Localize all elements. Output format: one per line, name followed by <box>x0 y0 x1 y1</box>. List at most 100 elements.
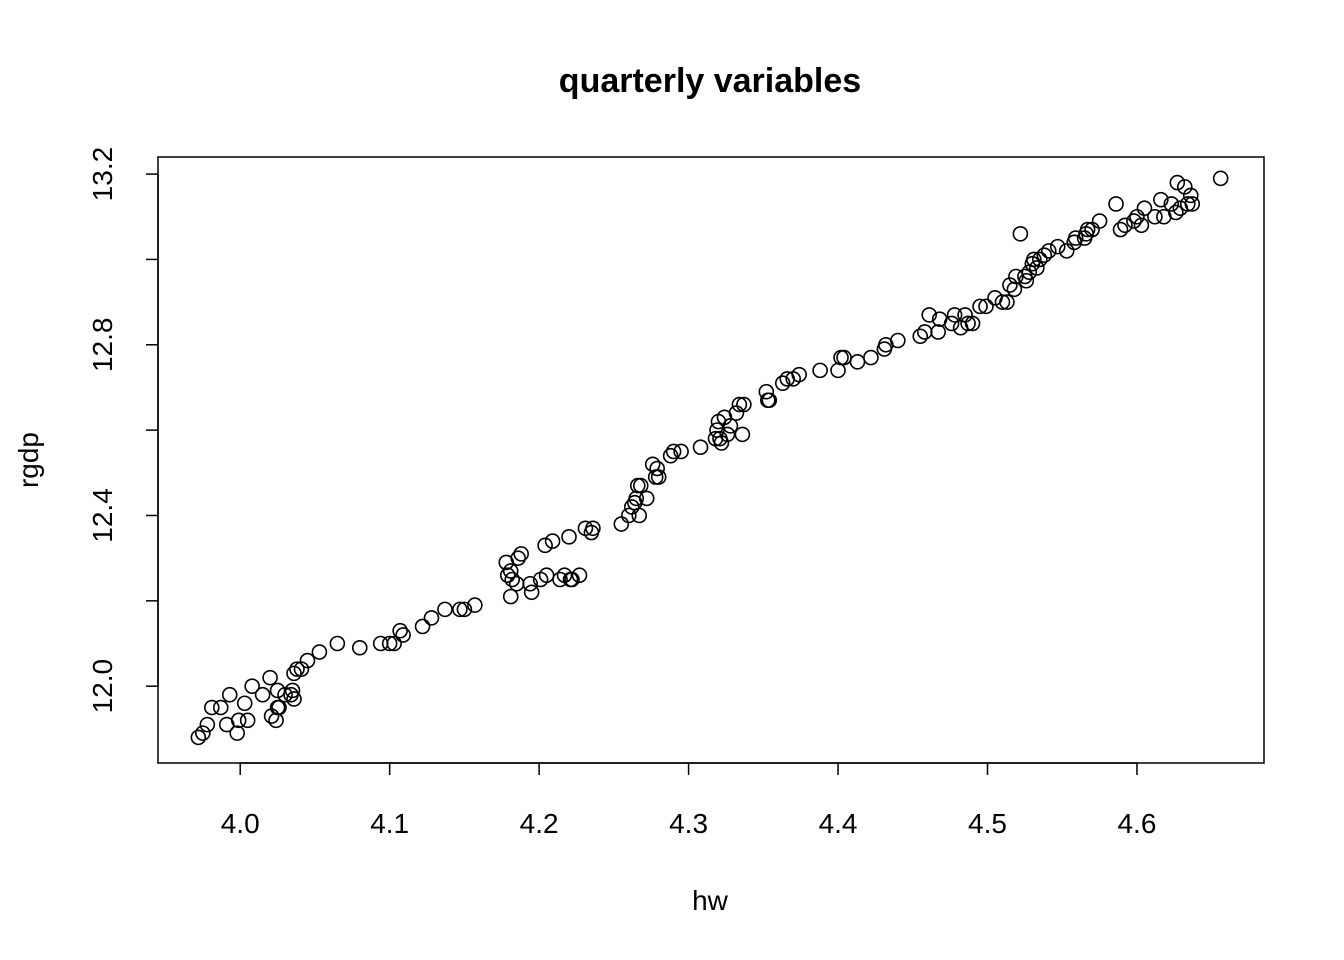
data-point <box>849 354 866 370</box>
data-point <box>1018 272 1035 289</box>
data-point <box>1006 281 1023 298</box>
data-point <box>522 575 538 592</box>
data-point <box>629 477 646 494</box>
data-point <box>423 610 440 626</box>
data-point <box>1040 243 1057 259</box>
data-point <box>692 439 709 455</box>
data-point <box>1117 217 1133 234</box>
data-point <box>713 435 730 451</box>
data-point <box>1079 221 1096 238</box>
data-point <box>456 601 473 618</box>
data-point <box>289 661 305 677</box>
data-point <box>731 396 748 413</box>
data-point <box>381 635 398 652</box>
data-point <box>830 362 846 379</box>
y-axis: 12.0 12.4 12.8 13.2 <box>87 147 159 714</box>
data-point <box>774 375 791 391</box>
data-point <box>513 546 529 562</box>
y-tick-label: 12.0 <box>87 659 118 714</box>
data-point <box>1176 179 1193 195</box>
data-point <box>916 324 933 340</box>
y-tick-label: 12.4 <box>87 488 118 543</box>
data-point <box>561 529 577 545</box>
x-tick-label: 4.2 <box>520 808 559 839</box>
x-tick-label: 4.3 <box>669 808 708 839</box>
data-point <box>277 686 293 703</box>
data-point <box>1029 260 1045 276</box>
data-point <box>392 622 408 639</box>
data-point <box>212 699 229 716</box>
data-point <box>414 618 431 635</box>
x-axis-label: hw <box>692 885 729 916</box>
data-point <box>1067 230 1084 246</box>
data-point <box>286 665 302 682</box>
data-point <box>623 499 640 515</box>
y-tick-label: 13.2 <box>87 147 118 202</box>
data-point <box>585 520 601 537</box>
x-tick-label: 4.6 <box>1117 808 1156 839</box>
data-point <box>271 699 287 716</box>
data-point <box>239 712 256 729</box>
data-point <box>1002 277 1018 293</box>
x-axis: 4.0 4.1 4.2 4.3 4.4 4.5 4.6 <box>221 762 1156 839</box>
data-point <box>833 349 849 366</box>
data-point <box>286 691 302 707</box>
data-point <box>510 550 526 566</box>
data-point <box>1182 187 1199 204</box>
data-point <box>960 315 976 332</box>
data-point <box>293 661 310 677</box>
data-point <box>863 349 879 366</box>
data-point <box>230 712 247 729</box>
data-point <box>262 669 278 686</box>
data-point <box>761 392 778 409</box>
data-point <box>964 315 981 332</box>
data-point <box>329 635 346 652</box>
data-point <box>284 682 301 699</box>
data-point <box>1168 204 1184 221</box>
data-point <box>734 426 751 443</box>
data-point <box>930 324 946 340</box>
y-axis-label: rgdp <box>13 432 44 488</box>
data-point <box>1049 238 1066 255</box>
x-tick-label: 4.5 <box>968 808 1007 839</box>
data-point <box>508 575 525 592</box>
data-point <box>204 699 220 716</box>
y-tick-label: 12.8 <box>87 318 118 373</box>
data-point <box>1012 226 1029 242</box>
data-point <box>957 307 973 323</box>
data-point <box>1136 200 1153 217</box>
data-point <box>236 695 253 712</box>
data-point <box>1147 208 1163 225</box>
data-point <box>662 447 679 464</box>
plot-frame <box>157 156 1265 764</box>
data-point <box>502 563 519 579</box>
data-point <box>791 366 807 383</box>
data-point <box>190 729 207 746</box>
data-point <box>728 405 745 421</box>
data-point <box>812 362 828 379</box>
data-point <box>244 678 260 694</box>
data-point <box>1108 196 1124 212</box>
data-point <box>386 635 402 652</box>
data-point <box>994 294 1011 310</box>
data-point <box>1133 217 1150 234</box>
data-point <box>1163 196 1180 212</box>
data-point <box>1112 221 1129 238</box>
x-tick-label: 4.4 <box>819 808 858 839</box>
data-point <box>665 443 682 460</box>
data-point <box>649 460 665 477</box>
data-point <box>544 533 561 549</box>
data-point <box>921 307 938 323</box>
data-point <box>268 712 284 729</box>
data-point <box>499 567 516 584</box>
data-point <box>972 298 988 315</box>
data-point <box>502 588 519 605</box>
data-point <box>452 601 468 618</box>
data-point <box>537 537 553 554</box>
data-point <box>1212 170 1229 187</box>
data-point <box>912 328 929 345</box>
data-points <box>190 170 1229 746</box>
data-point <box>1091 213 1108 229</box>
data-point <box>504 571 521 588</box>
